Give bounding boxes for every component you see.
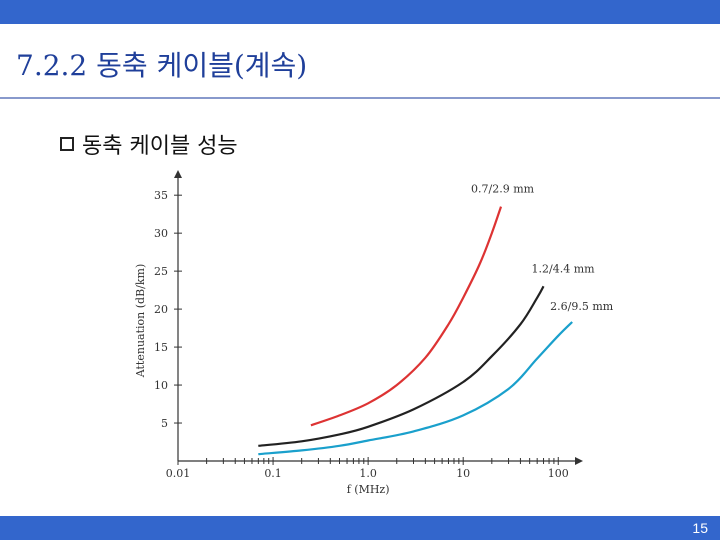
x-tick-label: 0.01 <box>166 467 191 480</box>
series-line-3 <box>258 321 573 456</box>
bullet-text: 동축 케이블 성능 <box>82 134 238 159</box>
chart-axes <box>174 170 583 465</box>
y-tick-label: 15 <box>154 341 168 354</box>
y-axis-label: Attenuation (dB/km) <box>134 264 147 378</box>
x-tick-label: 100 <box>548 467 569 480</box>
bottom-bar <box>0 516 720 540</box>
y-tick-label: 5 <box>161 417 168 430</box>
y-tick-label: 35 <box>154 189 168 202</box>
x-tick-label: 0.1 <box>264 467 282 480</box>
series-line-2 <box>258 285 545 447</box>
title-divider <box>0 97 720 99</box>
y-tick-label: 30 <box>154 227 168 240</box>
series-label-1: 0.7/2.9 mm <box>471 183 535 196</box>
top-bar <box>0 0 720 24</box>
bullet-item: 동축 케이블 성능 <box>60 128 238 160</box>
chart-labels: 0.01 0.1 1.0 10 100 5 10 15 20 25 30 35 f (MHz) Atten… <box>134 183 614 496</box>
series-label-3: 2.6/9.5 mm <box>550 300 614 313</box>
y-tick-label: 10 <box>154 379 168 392</box>
y-axis-arrow <box>174 170 182 178</box>
checkbox-bullet-icon <box>60 137 74 151</box>
slide-title: 7.2.2 동축 케이블(계속) <box>16 49 308 82</box>
y-tick-label: 25 <box>154 265 168 278</box>
x-tick-label: 1.0 <box>359 467 377 480</box>
page-number: 15 <box>692 520 708 536</box>
series-label-2: 1.2/4.4 mm <box>532 262 596 275</box>
y-tick-label: 20 <box>154 303 168 316</box>
x-axis-label: f (MHz) <box>347 483 390 496</box>
x-tick-label: 10 <box>456 467 470 480</box>
chart-series <box>258 206 573 456</box>
series-line-1 <box>310 206 503 427</box>
x-axis-arrow <box>575 457 583 465</box>
